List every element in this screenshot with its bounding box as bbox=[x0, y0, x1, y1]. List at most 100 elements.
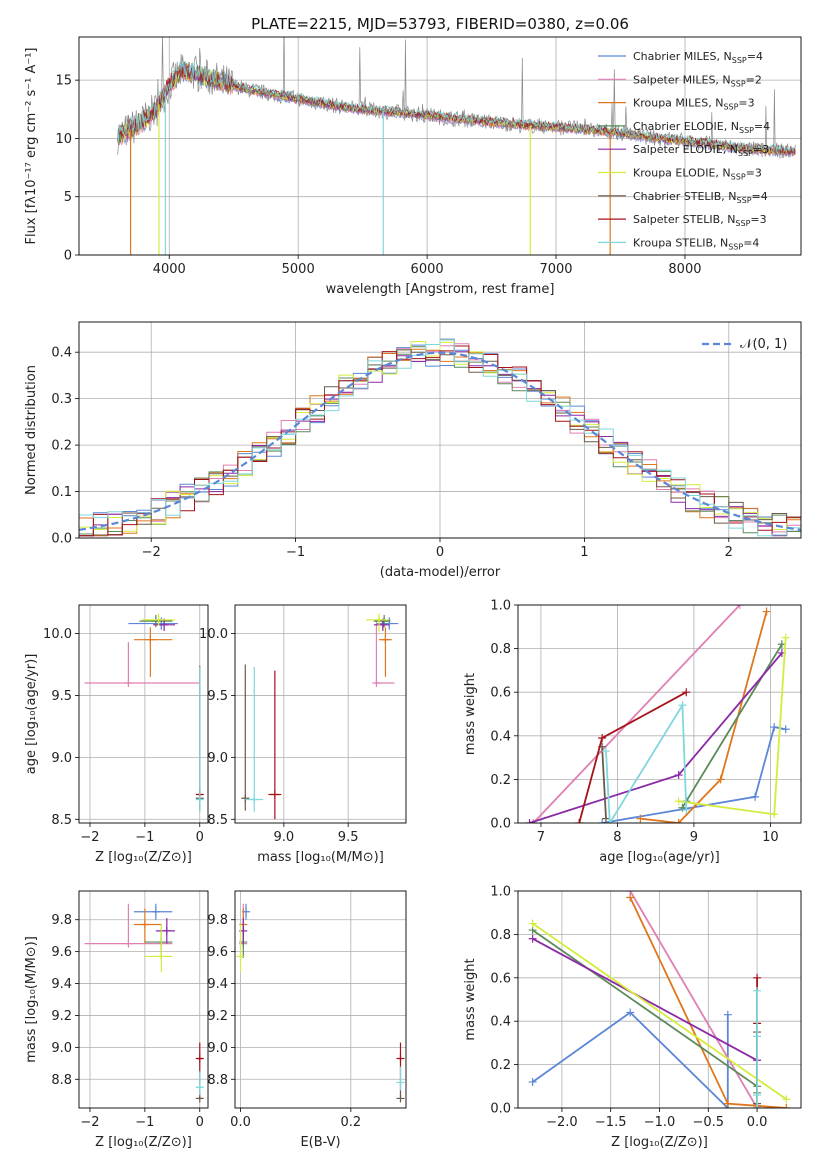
x-tick-label: 7000 bbox=[539, 262, 572, 277]
panel-weight_vs_Z: −2.0 −1.5 −1.0 −0.5 0.0 0.0 0.2 0.4 0.6 0.8 1.0 Z [… bbox=[463, 885, 802, 1150]
y-axis-label: Normed distribution bbox=[24, 365, 39, 495]
y-tick-label: 8.5 bbox=[207, 813, 228, 828]
x-tick-label: −1.5 bbox=[595, 1115, 627, 1130]
y-tick-label: 0.4 bbox=[51, 346, 72, 361]
marker-salpeter_elodie bbox=[525, 819, 534, 823]
marker-kroupa_stelib bbox=[753, 1090, 762, 1099]
marker-salpeter_stelib bbox=[598, 733, 607, 742]
legend-subscript: SSP bbox=[737, 196, 752, 205]
x-tick-label: −1 bbox=[135, 830, 154, 845]
y-tick-label: 0.0 bbox=[51, 532, 72, 547]
hist-salpeter_miles bbox=[79, 343, 801, 537]
marker-salpeter_stelib bbox=[575, 819, 584, 823]
marker-salpeter_miles bbox=[735, 605, 744, 609]
marker-kroupa_elodie bbox=[528, 919, 537, 928]
y-axis-label: mass weight bbox=[463, 673, 478, 755]
marker-kroupa_elodie bbox=[674, 797, 683, 806]
marker-kroupa_elodie bbox=[770, 810, 779, 819]
x-tick-label: 8 bbox=[613, 830, 621, 845]
point-salpeter_stelib bbox=[396, 1054, 405, 1063]
point-kroupa_elodie bbox=[154, 615, 163, 624]
marker-kroupa_stelib bbox=[601, 747, 610, 756]
x-tick-label: −0.5 bbox=[693, 1115, 725, 1130]
marker-kroupa_miles bbox=[762, 607, 771, 616]
x-tick-label: −1.0 bbox=[644, 1115, 676, 1130]
axes-frame bbox=[517, 604, 802, 824]
series-kroupa_miles bbox=[640, 611, 768, 823]
y-tick-label: 9.2 bbox=[207, 1009, 228, 1024]
marker-salpeter_stelib bbox=[753, 973, 762, 982]
legend-subscript: SSP bbox=[723, 103, 738, 112]
x-tick-label: 2 bbox=[725, 545, 733, 560]
x-axis-label: mass [log₁₀(M/M⊙)] bbox=[257, 850, 384, 865]
marker-kroupa_stelib bbox=[678, 701, 687, 710]
point-kroupa_miles bbox=[140, 920, 149, 929]
legend-subscript: SSP bbox=[739, 126, 754, 135]
y-tick-label: 0.2 bbox=[490, 1058, 511, 1073]
axes-frame bbox=[234, 890, 407, 1109]
legend-subscript: SSP bbox=[728, 242, 743, 251]
point-chabrier_elodie bbox=[380, 617, 389, 626]
x-tick-label: 0.0 bbox=[230, 1115, 251, 1130]
y-tick-label: 9.5 bbox=[51, 689, 72, 704]
series-salpeter_miles bbox=[532, 605, 741, 823]
y-tick-label: 9.2 bbox=[51, 1009, 72, 1024]
marker-kroupa_stelib bbox=[682, 805, 691, 814]
x-axis-label: E(B-V) bbox=[300, 1135, 340, 1150]
marker-kroupa_elodie bbox=[782, 1095, 791, 1104]
legend-subscript: SSP bbox=[731, 173, 746, 182]
panel-mass_vs_Z: −2 −1 0 8.8 9.0 9.2 9.4 9.6 9.8 Z [log₁₀(Z/Z⊙)] ma… bbox=[24, 890, 209, 1150]
x-tick-label: 9 bbox=[690, 830, 698, 845]
plot-area bbox=[241, 613, 399, 820]
plot-area bbox=[84, 903, 204, 1103]
x-axis-label: (data-model)/error bbox=[380, 565, 501, 580]
marker-chabrier_miles bbox=[626, 1008, 635, 1017]
point-kroupa_stelib bbox=[250, 795, 259, 804]
series-chabrier_miles bbox=[532, 1011, 729, 1108]
point-kroupa_stelib bbox=[396, 1078, 405, 1087]
legend-suffix: =3 bbox=[746, 167, 762, 180]
legend-label: Kroupa ELODIE, NSSP=3 bbox=[633, 167, 762, 182]
point-kroupa_stelib bbox=[195, 1083, 204, 1092]
point-salpeter_elodie bbox=[378, 620, 387, 629]
x-tick-label: −2 bbox=[80, 830, 99, 845]
x-axis-label: wavelength [Angstrom, rest frame] bbox=[326, 282, 555, 297]
plot-area bbox=[79, 338, 801, 537]
x-tick-label: −2 bbox=[80, 1115, 99, 1130]
y-tick-label: 1.0 bbox=[490, 885, 511, 900]
marker-kroupa_miles bbox=[716, 775, 725, 784]
y-tick-label: 9.4 bbox=[207, 977, 228, 992]
y-tick-label: 0.2 bbox=[51, 439, 72, 454]
legend-label: Salpeter STELIB, NSSP=3 bbox=[633, 213, 767, 228]
point-chabrier_stelib bbox=[241, 794, 250, 803]
y-tick-label: 9.6 bbox=[207, 945, 228, 960]
x-tick-label: 0 bbox=[196, 830, 204, 845]
y-axis-label: Flux [fλ10⁻¹⁷ erg cm⁻² s⁻¹ A⁻¹] bbox=[24, 48, 39, 245]
x-tick-label: 0.2 bbox=[340, 1115, 361, 1130]
x-tick-label: 6000 bbox=[411, 262, 444, 277]
plot-area bbox=[84, 613, 204, 812]
panel-spectrum: 4000 5000 6000 7000 8000 0 5 10 15 wavelength [An… bbox=[24, 36, 802, 297]
point-kroupa_miles bbox=[381, 635, 390, 644]
point-kroupa_elodie bbox=[375, 615, 383, 624]
marker-kroupa_stelib bbox=[753, 986, 762, 995]
axes-frame bbox=[78, 604, 209, 824]
legend-suffix: =4 bbox=[743, 236, 759, 249]
point-kroupa_miles bbox=[146, 635, 155, 644]
y-tick-label: 0 bbox=[64, 249, 72, 264]
y-tick-label: 0.1 bbox=[51, 485, 72, 500]
y-tick-label: 10 bbox=[55, 132, 72, 147]
marker-salpeter_elodie bbox=[528, 934, 537, 943]
legend-suffix: =4 bbox=[754, 120, 770, 133]
y-tick-label: 8.8 bbox=[51, 1073, 72, 1088]
x-tick-label: 0 bbox=[196, 1115, 204, 1130]
y-tick-label: 10.0 bbox=[43, 627, 72, 642]
legend-subscript: SSP bbox=[735, 219, 750, 228]
y-tick-label: 9.0 bbox=[51, 1041, 72, 1056]
legend-label: 𝒩(0, 1) bbox=[740, 337, 787, 352]
plot-area bbox=[236, 903, 405, 1103]
y-tick-label: 9.4 bbox=[51, 977, 72, 992]
point-salpeter_stelib bbox=[270, 790, 279, 799]
x-tick-label: 5000 bbox=[282, 262, 315, 277]
y-axis-label: mass [log₁₀(M/M⊙)] bbox=[24, 936, 39, 1063]
